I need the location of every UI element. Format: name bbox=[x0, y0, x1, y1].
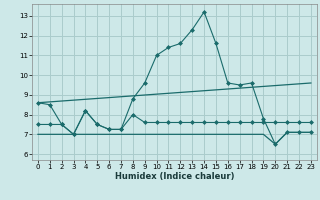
X-axis label: Humidex (Indice chaleur): Humidex (Indice chaleur) bbox=[115, 172, 234, 181]
